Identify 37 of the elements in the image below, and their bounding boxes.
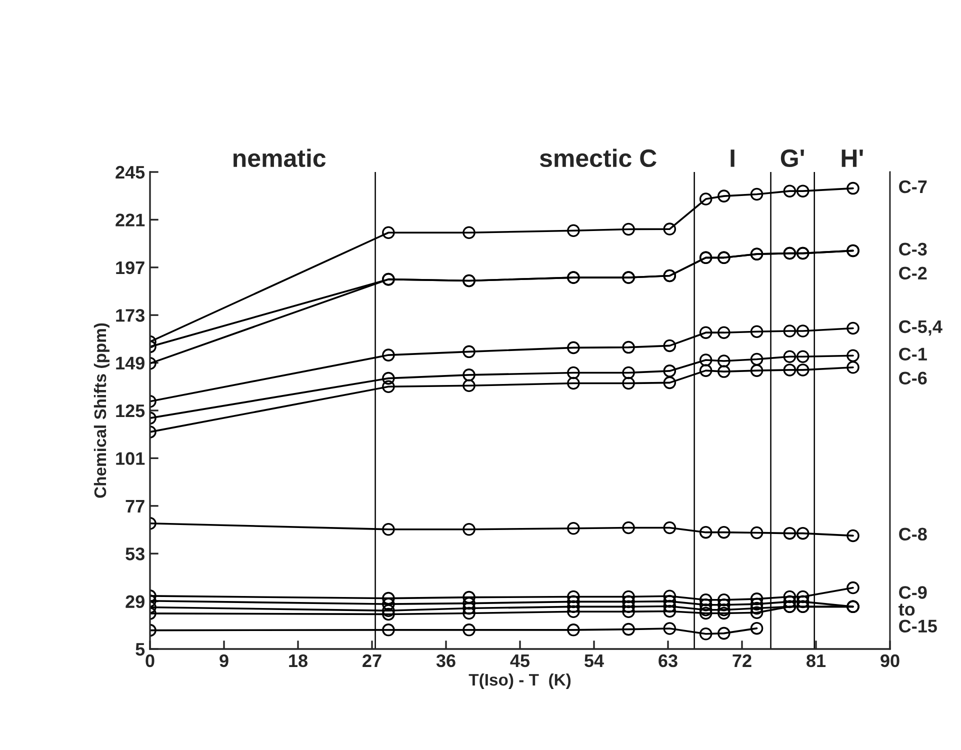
x-tick-label: 27 [362, 654, 382, 667]
y-tick-label: 53 [126, 548, 144, 560]
y-tick-label: 173 [116, 309, 144, 322]
y-tick-label: 125 [116, 404, 145, 418]
y-tick-label: 101 [116, 452, 145, 465]
x-axis-title: T(Iso) - T (K) [468, 673, 571, 690]
ref-line-label: G' [780, 149, 804, 168]
x-tick-label: 18 [289, 654, 308, 668]
y-tick-label: 149 [116, 356, 144, 370]
x-tick-label: 63 [658, 654, 678, 668]
x-tick-label: 9 [220, 654, 228, 668]
x-tick-label: 54 [584, 654, 604, 668]
x-tick-label: 81 [806, 654, 826, 668]
text: C-2 [899, 266, 927, 280]
text: C-1 [899, 348, 927, 360]
x-tick-label: 0 [146, 654, 154, 668]
ref-line-label: smectic C [540, 148, 656, 168]
x-tick-label: 90 [880, 654, 900, 668]
text: C-3 [899, 242, 927, 256]
text: C-9 to C-15 [898, 586, 937, 633]
y-tick-label: 221 [116, 214, 145, 226]
y-tick-label: 5 [136, 643, 145, 656]
y-axis-title: Chemical Shifts (ppm) [94, 323, 110, 498]
x-tick-label: 72 [732, 654, 752, 667]
y-tick-label: 245 [116, 166, 145, 179]
text: C-6 [899, 372, 927, 384]
y-tick-label: 77 [126, 500, 144, 512]
x-tick-label: 36 [436, 654, 456, 668]
y-tick-label: 29 [126, 595, 144, 608]
text: C-8 [899, 528, 927, 541]
y-tick-label: 197 [116, 261, 144, 274]
x-tick-label: 45 [510, 654, 530, 668]
text: C-7 [899, 180, 927, 194]
ref-line-label: H' [842, 150, 863, 167]
text: C-5,4 [899, 320, 942, 336]
ref-line-label: I [730, 150, 734, 167]
ref-line-label: nematic [234, 148, 326, 168]
